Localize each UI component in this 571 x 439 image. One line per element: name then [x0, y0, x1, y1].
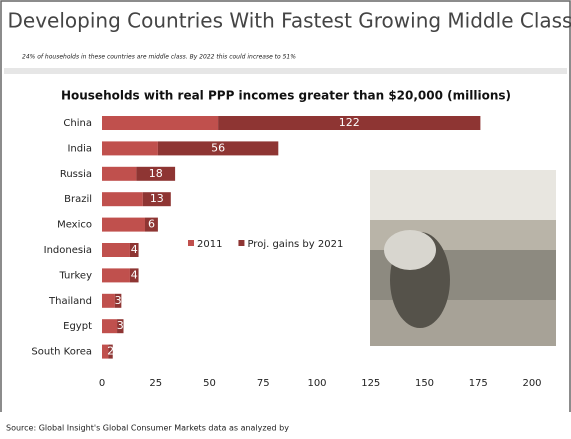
x-tick-label: 150	[415, 378, 434, 389]
bar-segment	[102, 192, 143, 207]
slide-title: Developing Countries With Fastest Growin…	[8, 9, 571, 33]
bar-segment	[108, 344, 113, 359]
y-tick-label: Turkey	[58, 270, 92, 281]
bar-segment	[102, 141, 158, 156]
bar-segment	[117, 319, 124, 334]
bar-segment	[136, 166, 176, 181]
divider	[4, 68, 567, 74]
bar-segment	[142, 192, 171, 207]
y-tick-label: Indonesia	[44, 245, 92, 256]
data-label: 4	[131, 243, 138, 256]
y-tick-label: Russia	[60, 169, 92, 180]
data-label: 13	[150, 192, 164, 205]
source: Source: Global Insight's Global Consumer…	[6, 424, 289, 433]
bar-segment	[157, 141, 279, 156]
y-tick-label: South Korea	[31, 347, 92, 358]
x-tick-label: 0	[99, 378, 105, 389]
y-tick-label: India	[67, 143, 92, 154]
bar-segment	[145, 217, 158, 232]
bar-segment	[102, 166, 137, 181]
data-label: 56	[211, 141, 225, 154]
bar-segment	[102, 217, 145, 232]
y-tick-label: Egypt	[63, 321, 92, 332]
bar-segment	[114, 293, 122, 308]
y-tick-label: Brazil	[64, 194, 92, 205]
y-tick-label: China	[63, 118, 92, 129]
legend-swatch	[238, 240, 245, 246]
legend-label: 2011	[197, 239, 222, 250]
y-tick-label: Thailand	[48, 296, 92, 307]
chart-title: Households with real PPP incomes greater…	[61, 89, 511, 103]
bar-segment	[129, 268, 139, 283]
x-tick-label: 75	[257, 378, 270, 389]
footer	[0, 412, 571, 439]
y-tick-label: Mexico	[57, 220, 92, 231]
x-tick-label: 25	[149, 378, 162, 389]
data-label: 6	[148, 218, 155, 231]
bar-segment	[129, 243, 139, 257]
x-tick-label: 125	[361, 378, 380, 389]
data-label: 122	[339, 116, 360, 129]
x-tick-label: 50	[203, 378, 216, 389]
x-tick-label: 100	[307, 378, 326, 389]
bar-segment	[102, 344, 109, 359]
subtitle: 24% of households in these countries are…	[22, 54, 296, 61]
legend-label: Proj. gains by 2021	[247, 239, 343, 250]
data-label: 4	[131, 268, 138, 281]
data-label: 18	[149, 167, 163, 180]
bar-segment	[102, 268, 130, 283]
data-label: 2	[107, 345, 114, 358]
bar-segment	[102, 243, 130, 257]
data-label: 3	[115, 294, 122, 307]
bar-segment	[102, 116, 219, 130]
x-tick-label: 175	[469, 378, 488, 389]
x-tick-label: 200	[522, 378, 541, 389]
bar-segment	[102, 319, 118, 334]
bar-segment	[218, 116, 481, 130]
bar-segment	[102, 293, 115, 308]
legend-swatch	[188, 240, 194, 246]
data-label: 3	[117, 319, 124, 332]
photo	[370, 170, 556, 346]
